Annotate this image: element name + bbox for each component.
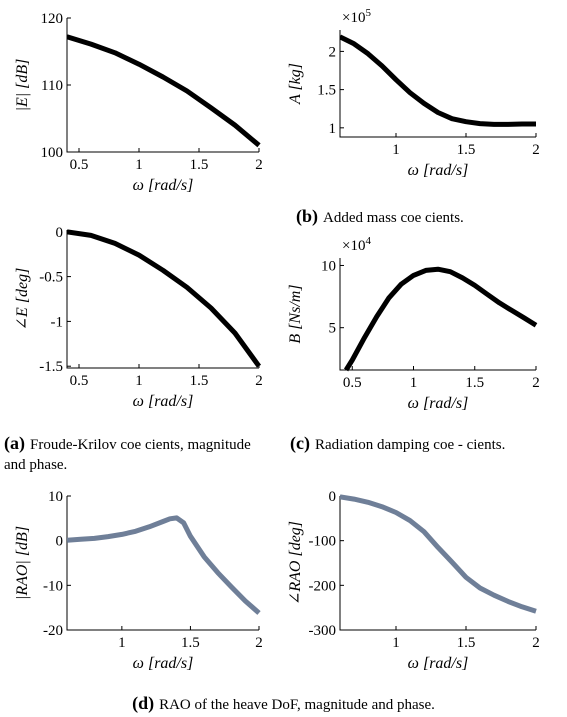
axis-lines bbox=[339, 496, 536, 631]
caption-a: (a) Froude-Krilov coe cients, magnitude a… bbox=[4, 433, 251, 473]
axis-lines bbox=[66, 496, 259, 631]
y-tick-label: 5 bbox=[329, 321, 337, 337]
x-tick-label: 0.5 bbox=[343, 375, 362, 391]
y-tick-label: 0 bbox=[56, 225, 64, 241]
axis-multiplier: ×104 bbox=[342, 235, 371, 254]
y-axis-label: B [Ns/m] bbox=[287, 284, 304, 343]
x-tick-label: 2 bbox=[255, 157, 263, 173]
y-axis-label: A [kg] bbox=[287, 63, 304, 105]
y-tick-label: 10 bbox=[321, 258, 336, 274]
x-tick-label: 1 bbox=[135, 157, 143, 173]
y-tick-label: -0.5 bbox=[39, 270, 63, 286]
series-line bbox=[67, 34, 261, 148]
x-tick-label: 1 bbox=[410, 375, 418, 391]
series-line bbox=[340, 494, 537, 614]
x-tick-label: 0.5 bbox=[70, 373, 89, 389]
x-axis-label: ω [rad/s] bbox=[408, 395, 469, 412]
y-tick-label: 120 bbox=[41, 11, 64, 27]
x-axis-label: ω [rad/s] bbox=[408, 655, 469, 672]
chart-E_phase: 0.5 1 1.5 2 0 -0.5 -1 -1.5 ω [rad/s] ∠E [deg] bbox=[14, 225, 263, 410]
y-tick-label: -10 bbox=[43, 578, 63, 594]
x-tick-label: 1.5 bbox=[190, 373, 209, 389]
caption-d: (d) RAO of the heave DoF, magnitude and p… bbox=[132, 693, 435, 713]
y-tick-label: 0 bbox=[329, 489, 337, 505]
chart-RAO_phase: 1 1.5 2 -300 -200 -100 0 ω [rad/s] ∠RAO [deg] bbox=[287, 489, 540, 672]
y-tick-label: -1.5 bbox=[39, 359, 63, 375]
y-tick-label: 110 bbox=[41, 78, 63, 94]
chart-B: 0.5 1 1.5 2 5 10 ×104 ω [rad/s] B [Ns/m] bbox=[287, 235, 540, 412]
series-line bbox=[67, 229, 262, 368]
y-tick-label: 1 bbox=[329, 121, 337, 137]
series-line bbox=[67, 515, 261, 615]
caption-c: (c) Radiation damping coe - cients. bbox=[290, 433, 506, 453]
y-tick-label: 2 bbox=[329, 44, 337, 60]
y-axis-label: ∠E [deg] bbox=[14, 268, 31, 331]
x-tick-label: 1 bbox=[392, 635, 400, 651]
x-tick-label: 2 bbox=[532, 142, 540, 158]
y-axis-label: |RAO| [dB] bbox=[14, 526, 31, 600]
x-tick-label: 2 bbox=[532, 375, 540, 391]
y-tick-label: 1.5 bbox=[317, 83, 336, 99]
x-tick-label: 0.5 bbox=[70, 157, 89, 173]
x-tick-label: 1.5 bbox=[457, 635, 476, 651]
x-tick-label: 2 bbox=[532, 635, 540, 651]
x-axis-label: ω [rad/s] bbox=[408, 162, 469, 179]
y-tick-label: -200 bbox=[309, 578, 337, 594]
chart-RAO_mag: 1 1.5 2 -20 -10 0 10 ω [rad/s] |RAO| [dB] bbox=[14, 489, 263, 672]
y-tick-label: -100 bbox=[309, 534, 337, 550]
caption-b: (b) Added mass coe cients. bbox=[296, 206, 464, 226]
chart-A: 1 1.5 2 1 1.5 2 ×105 ω [rad/s] A [kg] bbox=[287, 7, 540, 179]
y-axis-label: ∠RAO [deg] bbox=[287, 521, 304, 605]
axis-multiplier: ×105 bbox=[342, 7, 371, 26]
x-tick-label: 1 bbox=[392, 142, 400, 158]
x-axis-label: ω [rad/s] bbox=[133, 177, 194, 194]
x-tick-label: 2 bbox=[255, 373, 263, 389]
x-tick-label: 1 bbox=[118, 635, 126, 651]
axis-lines bbox=[339, 258, 536, 371]
y-tick-label: -1 bbox=[51, 314, 64, 330]
x-tick-label: 1.5 bbox=[181, 635, 200, 651]
x-tick-label: 1.5 bbox=[457, 142, 476, 158]
x-tick-label: 1 bbox=[135, 373, 143, 389]
y-axis-label: |E| [dB] bbox=[14, 59, 31, 112]
y-tick-label: -20 bbox=[43, 623, 63, 639]
x-tick-label: 1.5 bbox=[465, 375, 484, 391]
axis-lines bbox=[66, 18, 259, 153]
series-line bbox=[343, 266, 538, 372]
x-tick-label: 2 bbox=[255, 635, 263, 651]
y-tick-label: 100 bbox=[41, 145, 64, 161]
axis-lines bbox=[339, 30, 536, 138]
y-tick-label: 0 bbox=[56, 534, 64, 550]
y-tick-label: -300 bbox=[309, 623, 337, 639]
y-tick-label: 10 bbox=[48, 489, 63, 505]
series-line bbox=[340, 34, 536, 127]
x-axis-label: ω [rad/s] bbox=[133, 393, 194, 410]
axis-lines bbox=[66, 230, 259, 369]
chart-E_mag: 0.5 1 1.5 2 100 110 120 ω [rad/s] |E| [dB] bbox=[14, 11, 263, 194]
x-tick-label: 1.5 bbox=[190, 157, 209, 173]
x-axis-label: ω [rad/s] bbox=[133, 655, 194, 672]
